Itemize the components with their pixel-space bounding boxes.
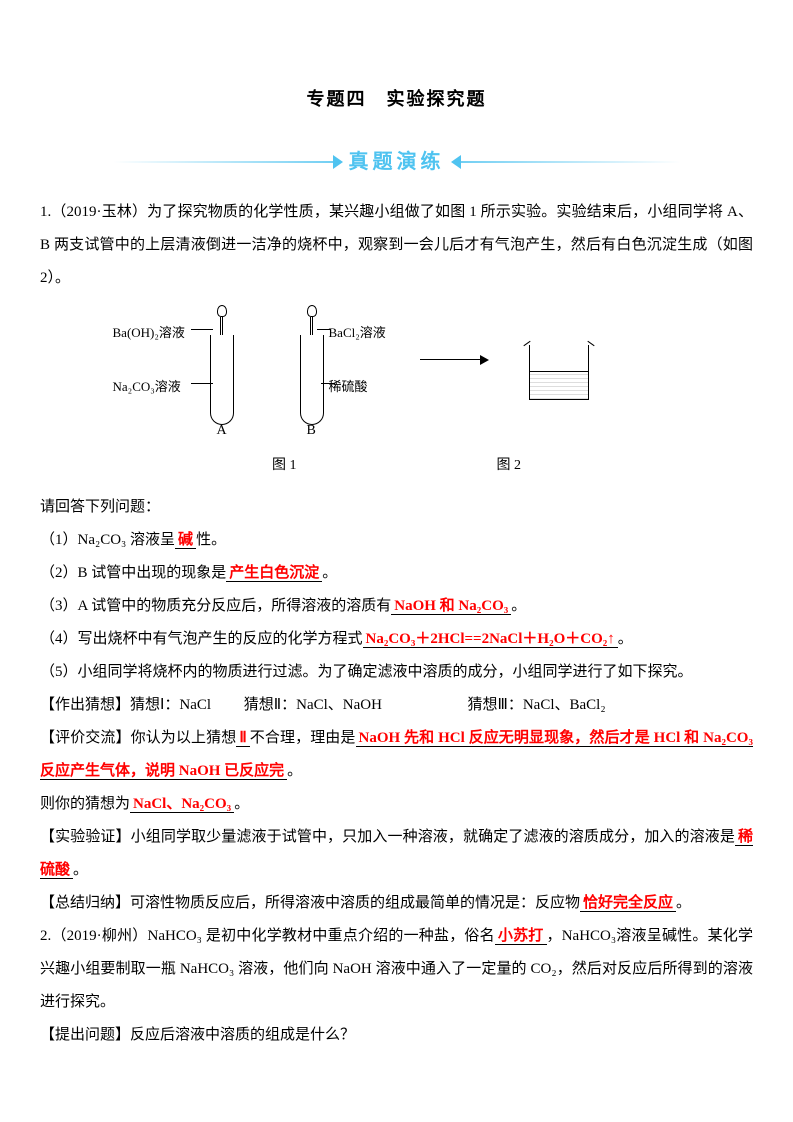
banner-triangle-right (451, 155, 461, 169)
q1-p3-answer: NaOH 和 Na₂CO₃ (391, 598, 511, 615)
q1-p4-answer: Na₂CO₃＋2HCl==2NaCl＋H₂O＋CO₂↑ (363, 631, 618, 648)
tube-a-top-label: Ba(OH)₂溶液 (113, 319, 185, 348)
q1-sum-ans: 恰好完全反应 (580, 895, 676, 912)
tube-a-bottom-label: Na₂CO₃溶液 (113, 373, 181, 402)
q1-verify: 【实验验证】小组同学取少量滤液于试管中，只加入一种溶液，就确定了滤液的溶质成分，… (40, 821, 753, 887)
page-title: 专题四 实验探究题 (40, 80, 753, 120)
figure-2 (519, 305, 599, 400)
q1-summary: 【总结归纳】可溶性物质反应后，所得溶液中溶质的组成最简单的情况是：反应物恰好完全… (40, 887, 753, 920)
tube-a: Ba(OH)₂溶液 Na₂CO₃溶液 A (195, 305, 250, 425)
q2-stem: 2.（2019·柳州）NaHCO₃ 是初中化学教材中重点介绍的一种盐，俗名小苏打… (40, 920, 753, 1019)
q1-eval-ans1: Ⅱ (236, 730, 249, 747)
figure-captions: 图 1 图 2 (40, 451, 753, 482)
q1-guesses: 【作出猜想】猜想Ⅰ：NaCl 猜想Ⅱ：NaCl、NaOH 猜想Ⅲ：NaCl、Ba… (40, 689, 753, 722)
q1-part5: （5）小组同学将烧杯内的物质进行过滤。为了确定滤液中溶质的成分，小组同学进行了如… (40, 656, 753, 689)
banner-line-right (461, 161, 681, 163)
q1-stem: 1.（2019·玉林）为了探究物质的化学性质，某兴趣小组做了如图 1 所示实验。… (40, 196, 753, 295)
tube-a-caption: A (217, 416, 227, 447)
tube-b-caption: B (307, 416, 316, 447)
q1-part4: （4）写出烧杯中有气泡产生的反应的化学方程式Na₂CO₃＋2HCl==2NaCl… (40, 623, 753, 656)
q1-your-ans: NaCl、Na₂CO₃ (130, 796, 234, 813)
q1-part3: （3）A 试管中的物质充分反应后，所得溶液的溶质有NaOH 和 Na₂CO₃。 (40, 590, 753, 623)
q1-prompt: 请回答下列问题： (40, 491, 753, 524)
tube-b-bottom-label: 稀硫酸 (329, 373, 368, 402)
q1-your-guess: 则你的猜想为NaCl、Na₂CO₃。 (40, 788, 753, 821)
q2-ans: 小苏打 (495, 928, 547, 945)
figure-1: Ba(OH)₂溶液 Na₂CO₃溶液 A BaCl₂溶液 稀硫酸 B (195, 305, 340, 425)
q1-part2: （2）B 试管中出现的现象是产生白色沉淀。 (40, 557, 753, 590)
content: 1.（2019·玉林）为了探究物质的化学性质，某兴趣小组做了如图 1 所示实验。… (40, 196, 753, 1053)
tube-b-top-label: BaCl₂溶液 (329, 319, 386, 348)
banner-text: 真题演练 (349, 140, 445, 184)
section-banner: 真题演练 (40, 140, 753, 184)
arrow-icon (420, 355, 489, 365)
q1-p1-answer: 碱 (175, 532, 196, 549)
tube-b: BaCl₂溶液 稀硫酸 B (285, 305, 340, 425)
fig1-caption: 图 1 (272, 451, 297, 482)
q1-evaluate: 【评价交流】你认为以上猜想Ⅱ不合理，理由是NaOH 先和 HCl 反应无明显现象… (40, 722, 753, 788)
q2-ask: 【提出问题】反应后溶液中溶质的组成是什么？ (40, 1019, 753, 1052)
figure-row: Ba(OH)₂溶液 Na₂CO₃溶液 A BaCl₂溶液 稀硫酸 B (40, 305, 753, 425)
banner-line-left (113, 161, 333, 163)
fig2-caption: 图 2 (497, 451, 522, 482)
banner-triangle-left (333, 155, 343, 169)
q1-part1: （1）Na₂CO₃ 溶液呈碱性。 (40, 524, 753, 557)
q1-p2-answer: 产生白色沉淀 (226, 565, 322, 582)
